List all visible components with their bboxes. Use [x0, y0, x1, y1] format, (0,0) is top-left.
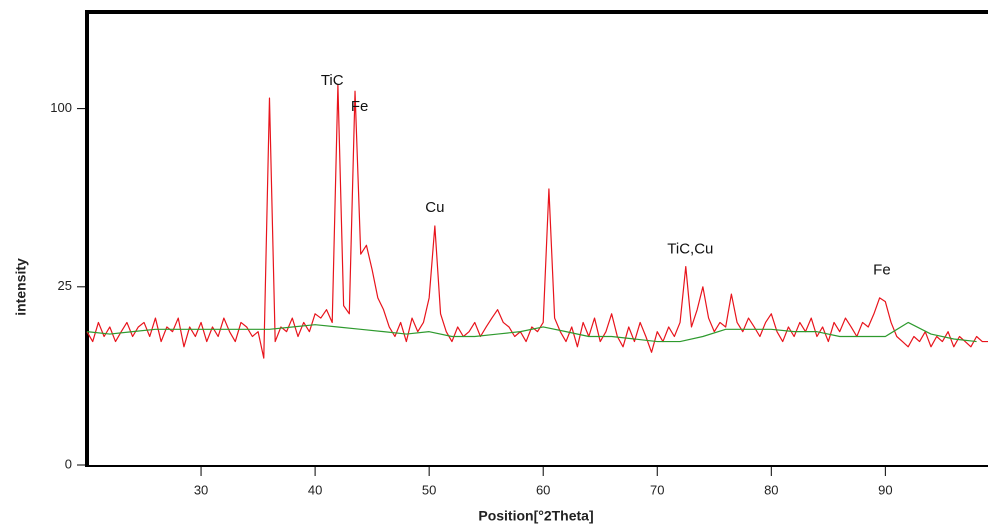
peak-annotation: TiC,Cu	[667, 241, 713, 258]
y-axis-label: intensity	[13, 258, 29, 316]
x-tick-label: 40	[308, 482, 322, 497]
x-tick-label: 30	[194, 482, 208, 497]
peak-annotation: Fe	[351, 98, 369, 115]
x-tick-label: 60	[536, 482, 550, 497]
peak-annotation: Fe	[873, 262, 891, 279]
y-tick-label: 0	[65, 456, 72, 471]
x-tick-label: 80	[764, 482, 778, 497]
x-tick-label: 50	[422, 482, 436, 497]
series-line	[86, 83, 988, 359]
x-tick-label: 90	[878, 482, 892, 497]
x-axis-label: Position[°2Theta]	[478, 508, 593, 524]
peak-annotation: TiC	[321, 72, 344, 89]
peak-annotation: Cu	[425, 199, 444, 216]
series-line	[86, 321, 977, 343]
y-tick-label: 25	[58, 278, 72, 293]
x-tick-label: 70	[650, 482, 664, 497]
y-tick-label: 100	[50, 100, 72, 115]
